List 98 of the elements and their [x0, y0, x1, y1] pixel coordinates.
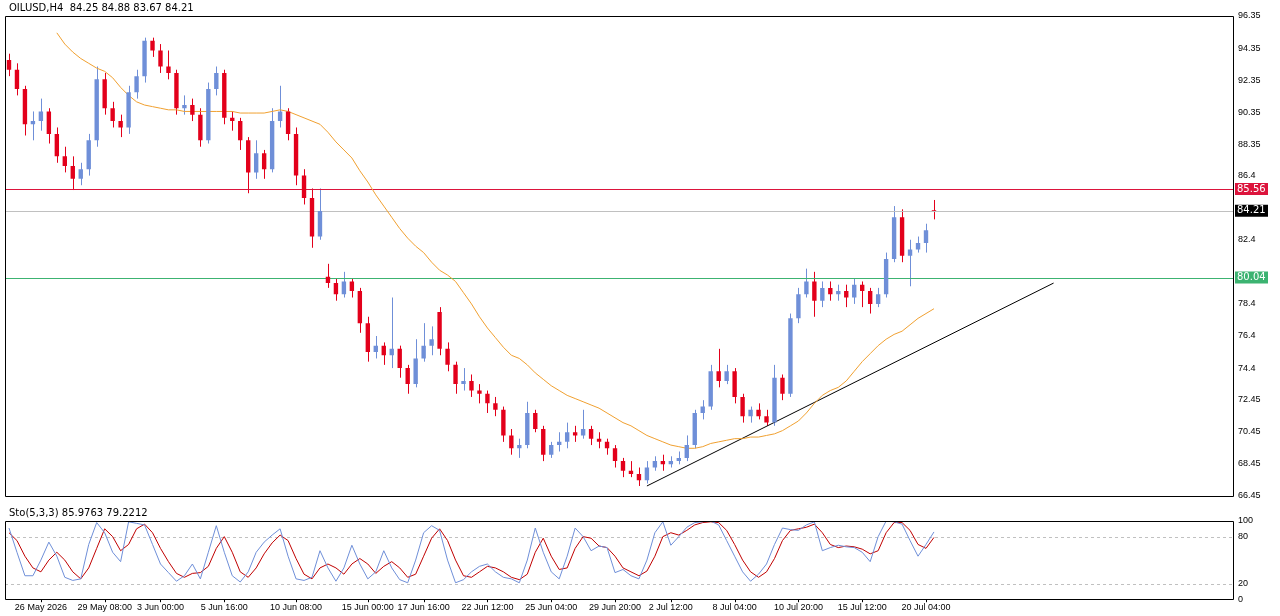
candlestick: [923, 223, 929, 254]
candlestick: [509, 428, 514, 456]
candlestick: [397, 345, 402, 379]
candlestick: [301, 168, 307, 205]
ref-line-label: 80.04: [1237, 271, 1266, 283]
candlestick: [118, 114, 123, 138]
candlestick: [780, 374, 785, 401]
candlestick: [740, 393, 745, 424]
candlestick: [931, 199, 937, 220]
chart-title: Sto(5,3,3) 85.9763 79.2212: [9, 506, 148, 518]
x-tick-label: 8 Jul 04:00: [712, 602, 757, 613]
candlestick: [46, 107, 52, 145]
candlestick: [214, 66, 219, 96]
candlestick: [820, 280, 825, 308]
candlestick: [110, 101, 115, 128]
candlestick: [517, 438, 522, 459]
candlestick: [469, 374, 474, 398]
candlestick: [477, 383, 482, 404]
y-tick-label: 100: [1238, 515, 1254, 526]
x-tick-label: 20 Jul 04:00: [901, 602, 951, 613]
y-tick-label: 86.4: [1238, 170, 1256, 181]
candlestick: [620, 457, 626, 478]
x-tick-label: 2 Jul 12:00: [648, 602, 693, 613]
x-tick-label: 26 May 2026: [14, 602, 67, 613]
candlestick: [238, 117, 243, 151]
x-tick-label: 10 Jun 08:00: [270, 602, 323, 613]
y-tick-label: 78.4: [1238, 298, 1256, 309]
y-tick-label: 90.35: [1238, 106, 1261, 117]
candlestick: [429, 325, 434, 356]
candlestick: [261, 149, 267, 180]
candlestick: [453, 361, 458, 395]
candlestick: [867, 287, 873, 315]
candlestick: [445, 341, 450, 372]
candlestick: [38, 98, 44, 132]
candlestick: [716, 348, 721, 388]
candlestick: [852, 277, 857, 305]
candlestick: [828, 280, 833, 302]
candlestick: [405, 364, 410, 395]
candlestick: [421, 322, 426, 363]
candlestick: [341, 271, 347, 298]
candlestick: [684, 434, 689, 462]
x-tick-label: 29 May 08:00: [77, 602, 132, 613]
x-tick-label: 22 Jun 12:00: [461, 602, 514, 613]
y-tick-label: 94.35: [1238, 42, 1261, 53]
ref-line-label: 84.21: [1237, 204, 1266, 216]
ref-line-label: 85.56: [1237, 182, 1266, 194]
y-tick-label: 72.45: [1238, 393, 1261, 404]
candlestick: [333, 277, 339, 302]
x-tick-label: 17 Jun 16:00: [397, 602, 450, 613]
candlestick: [277, 85, 283, 128]
candlestick: [6, 53, 12, 77]
x-tick-label: 3 Jun 00:00: [136, 602, 185, 613]
candlestick: [812, 271, 817, 318]
candlestick: [62, 146, 67, 173]
x-tick-label: 15 Jun 00:00: [341, 602, 394, 613]
candlestick: [875, 287, 881, 308]
y-tick-label: 76.4: [1238, 330, 1256, 341]
candlestick: [804, 268, 809, 298]
x-tick-label: 10 Jul 20:00: [773, 602, 823, 613]
candlestick: [844, 284, 849, 308]
y-tick-label: 20: [1238, 578, 1249, 589]
chart-title: OILUSD,H4 84.25 84.88 83.67 84.21: [9, 1, 194, 13]
y-tick-label: 82.4: [1238, 234, 1256, 245]
candlestick: [285, 107, 291, 141]
candlestick: [493, 396, 498, 417]
y-tick-label: 96.35: [1238, 10, 1261, 21]
x-tick-label: 25 Jun 04:00: [525, 602, 578, 613]
candlestick: [724, 364, 729, 385]
candlestick: [166, 49, 171, 80]
candlestick: [182, 94, 187, 116]
candlestick: [78, 162, 83, 186]
candlestick: [150, 37, 155, 58]
candlestick: [54, 126, 60, 164]
candlestick: [588, 425, 594, 446]
candlestick: [253, 139, 259, 180]
y-tick-label: 92.35: [1238, 74, 1261, 85]
candlestick: [14, 62, 20, 96]
x-tick-label: 29 Jun 20:00: [588, 602, 642, 613]
y-tick-label: 0: [1238, 593, 1244, 604]
x-tick-label: 15 Jul 12:00: [837, 602, 887, 613]
candlestick: [533, 409, 538, 433]
candlestick: [70, 155, 75, 191]
candlestick: [134, 69, 139, 100]
candlestick: [190, 98, 195, 122]
candlestick: [907, 239, 913, 287]
candlestick: [349, 277, 355, 298]
y-tick-label: 88.35: [1238, 138, 1261, 149]
candlestick: [158, 43, 163, 74]
y-tick-label: 74.4: [1238, 362, 1256, 373]
y-tick-label: 68.45: [1238, 458, 1261, 468]
candlestick: [564, 422, 570, 449]
y-tick-label: 80: [1238, 531, 1249, 542]
x-tick-label: 5 Jun 16:00: [200, 602, 248, 613]
candlestick: [612, 444, 618, 469]
candlestick: [461, 367, 466, 392]
y-tick-label: 70.45: [1238, 425, 1261, 436]
candlestick: [485, 390, 490, 414]
y-tick-label: 66.45: [1238, 490, 1261, 501]
